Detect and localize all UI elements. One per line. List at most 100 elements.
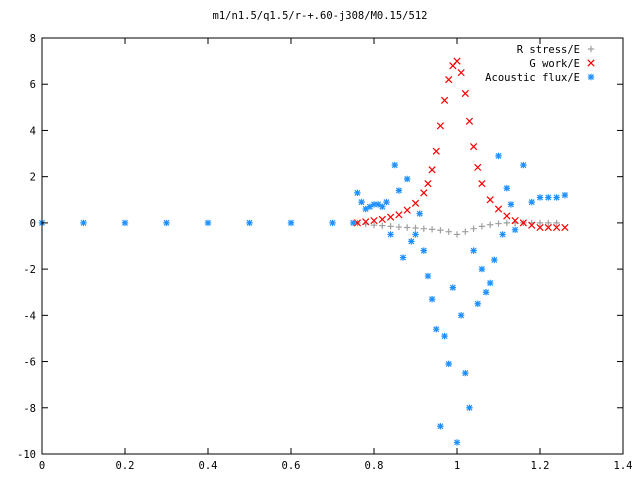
data-point <box>494 205 503 213</box>
data-point <box>486 196 494 204</box>
data-point <box>404 224 411 231</box>
data-point <box>424 272 432 280</box>
axis-ticks <box>41 37 624 455</box>
x-tick-label: 0 <box>39 460 45 472</box>
data-point <box>561 223 569 232</box>
data-point <box>441 332 448 340</box>
data-point <box>528 221 536 229</box>
data-point <box>80 219 87 227</box>
data-point <box>437 423 444 430</box>
plot-frame <box>41 37 624 455</box>
data-point <box>536 223 544 232</box>
data-point <box>420 225 427 232</box>
data-point <box>391 161 398 169</box>
data-point <box>383 198 390 206</box>
data-point <box>379 222 386 229</box>
data-point <box>163 219 170 227</box>
y-tick-label: -4 <box>23 310 36 322</box>
data-point <box>433 326 440 333</box>
data-point <box>350 219 357 227</box>
data-point <box>432 147 440 155</box>
data-point <box>470 225 477 232</box>
legend-label: G work/E <box>529 58 580 70</box>
data-point <box>478 265 486 273</box>
data-point <box>440 96 449 105</box>
legend-marker <box>587 73 595 81</box>
x-tick-labels: 0 0.2 0.4 0.6 0.8 1 1.2 1.4 <box>39 460 633 472</box>
y-tick-label: -8 <box>23 403 36 415</box>
y-tick-label: 6 <box>30 79 36 91</box>
data-point <box>553 194 560 201</box>
data-point <box>457 312 465 319</box>
data-point <box>387 223 394 230</box>
data-point <box>424 179 432 188</box>
series-1 <box>353 57 569 232</box>
data-point <box>519 219 528 227</box>
data-point <box>386 213 395 221</box>
data-point <box>528 198 535 206</box>
legend: R stress/E G work/E Acoustic flux/E <box>485 44 595 84</box>
data-point <box>403 206 411 214</box>
data-point <box>445 360 452 368</box>
data-point <box>474 300 481 307</box>
data-point <box>121 219 129 227</box>
y-tick-label: -10 <box>17 449 36 461</box>
data-point <box>536 194 544 201</box>
data-point <box>487 221 494 228</box>
data-point <box>437 227 444 234</box>
data-point <box>520 161 527 169</box>
data-point <box>374 201 382 208</box>
data-point <box>507 201 515 208</box>
data-point <box>487 279 494 287</box>
data-point <box>428 226 436 233</box>
data-point <box>465 117 474 125</box>
x-tick-label: 1 <box>454 460 460 472</box>
data-point <box>370 216 378 225</box>
data-point <box>461 89 469 98</box>
data-point <box>491 256 498 264</box>
y-tick-label: 4 <box>30 125 36 137</box>
chart-title: m1/n1.5/q1.5/r-+.60-j308/M0.15/512 <box>213 10 428 22</box>
data-point <box>462 228 469 235</box>
data-point <box>366 203 374 210</box>
data-point <box>453 57 461 65</box>
data-marks <box>38 57 569 446</box>
data-point <box>495 220 502 227</box>
data-point <box>445 228 452 235</box>
data-point <box>495 152 502 160</box>
data-point <box>561 191 569 199</box>
data-point <box>420 189 428 197</box>
data-point <box>204 219 212 227</box>
y-tick-label: 2 <box>30 172 36 184</box>
data-point <box>545 194 552 201</box>
data-point <box>462 369 469 377</box>
x-tick-label: 0.8 <box>365 460 384 472</box>
data-point <box>553 219 560 227</box>
data-point <box>395 211 403 219</box>
data-point <box>499 231 506 238</box>
data-point <box>536 219 544 227</box>
data-point <box>287 219 295 227</box>
data-point <box>474 163 482 172</box>
y-tick-labels: -10 -8 -6 -4 -2 0 2 4 6 8 <box>17 33 36 461</box>
x-tick-label: 1.4 <box>614 460 633 472</box>
data-point <box>412 231 419 238</box>
legend-label: R stress/E <box>517 44 580 56</box>
data-point <box>445 75 453 84</box>
y-tick-label: -2 <box>23 264 36 276</box>
data-point <box>370 201 378 208</box>
x-tick-label: 0.2 <box>116 460 135 472</box>
data-point <box>478 179 486 188</box>
data-point <box>428 166 436 174</box>
legend-marker <box>587 59 595 67</box>
data-point <box>453 439 461 446</box>
data-point <box>399 254 407 261</box>
data-point <box>469 142 478 151</box>
data-point <box>354 189 361 197</box>
data-point <box>511 216 519 225</box>
data-point <box>411 199 420 207</box>
data-point <box>545 219 552 227</box>
legend-label: Acoustic flux/E <box>485 72 580 84</box>
data-point <box>246 219 253 227</box>
